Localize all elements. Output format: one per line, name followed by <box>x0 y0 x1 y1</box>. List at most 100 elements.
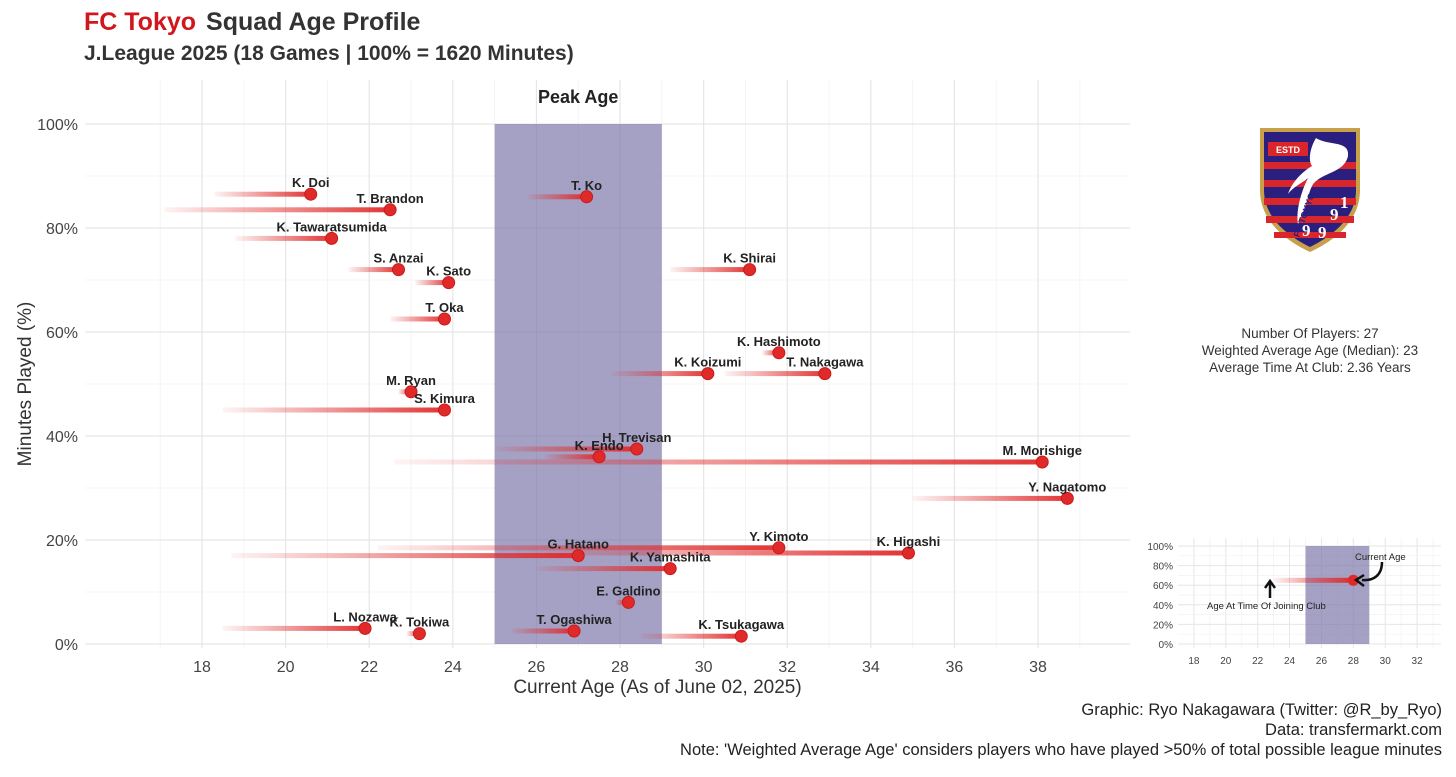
inset-x-tick-label: 32 <box>1412 656 1424 667</box>
time-at-club-trail <box>235 235 332 241</box>
inset-y-tick-label: 60% <box>1153 581 1173 592</box>
player-point <box>304 187 318 201</box>
x-tick-label: 34 <box>862 659 880 676</box>
time-at-club-trail <box>222 407 445 413</box>
x-tick-label: 38 <box>1029 659 1047 676</box>
x-axis-title: Current Age (As of June 02, 2025) <box>513 677 801 698</box>
joined-arrowhead <box>1263 578 1277 589</box>
y-tick-label: 20% <box>46 533 78 550</box>
crest-estd: ESTD <box>1276 145 1301 155</box>
inset-x-tick-label: 28 <box>1348 656 1360 667</box>
player-point <box>567 624 581 638</box>
time-at-club-trail <box>390 316 445 322</box>
x-tick-label: 24 <box>444 659 462 676</box>
time-at-club-trail <box>762 350 779 356</box>
player-point <box>743 263 757 277</box>
y-tick-label: 80% <box>46 221 78 238</box>
time-at-club-trail <box>912 495 1068 501</box>
inset-point <box>1347 574 1359 586</box>
player-label: T. Ko <box>571 178 602 193</box>
time-at-club-trail <box>222 625 366 631</box>
crest-digit-2: 9 <box>1330 205 1339 224</box>
inset-x-tick-label: 26 <box>1316 656 1328 667</box>
squad-stats: Number Of Players: 27 Weighted Average A… <box>1170 325 1450 376</box>
x-tick-label: 32 <box>778 659 796 676</box>
player-point <box>571 549 585 563</box>
inset-y-tick-label: 100% <box>1147 542 1173 553</box>
player-point <box>734 629 748 643</box>
time-at-club-trail <box>511 628 575 634</box>
chart-subtitle: J.League 2025 (18 Games | 100% = 1620 Mi… <box>84 42 574 65</box>
stat-weighted-average-age: Weighted Average Age (Median): 23 <box>1201 343 1419 358</box>
inset-current-age-label: Current Age <box>1355 552 1406 563</box>
credit-data: Data: transfermarkt.com <box>1265 721 1442 739</box>
player-label: K. Koizumi <box>674 355 741 370</box>
inset-x-tick-label: 30 <box>1380 656 1392 667</box>
x-tick-label: 28 <box>611 659 629 676</box>
player-point <box>772 541 786 555</box>
player-point <box>383 203 397 217</box>
time-at-club-trail <box>231 553 579 559</box>
time-at-club-trail <box>528 194 587 200</box>
inset-y-tick-label: 20% <box>1153 620 1173 631</box>
inset-trail <box>1273 577 1354 583</box>
inset-panel <box>1178 538 1441 648</box>
x-tick-label: 26 <box>528 659 546 676</box>
time-at-club-trail <box>515 550 909 556</box>
player-label: M. Morishige <box>1002 443 1081 458</box>
time-at-club-trail <box>640 633 742 639</box>
chart-title: FC Tokyo Squad Age Profile <box>84 8 420 37</box>
player-label: T. Brandon <box>357 191 424 206</box>
player-point <box>901 546 915 560</box>
inset-y-tick-label: 0% <box>1159 640 1174 651</box>
player-label: Y. Nagatomo <box>1028 479 1106 494</box>
y-tick-label: 100% <box>37 117 78 134</box>
player-label: K. Higashi <box>877 534 941 549</box>
peak-age-label: Peak Age <box>538 87 618 107</box>
time-at-club-trail <box>670 267 750 273</box>
player-label: S. Kimura <box>414 391 475 406</box>
y-axis-title: Minutes Played (%) <box>15 302 36 467</box>
player-label: K. Yamashita <box>630 550 711 565</box>
player-label: T. Nakagawa <box>786 355 864 370</box>
player-label: Y. Kimoto <box>749 529 808 544</box>
player-point <box>412 627 426 641</box>
player-label: M. Ryan <box>386 373 436 388</box>
crest-name: FC TOKYO <box>1292 191 1317 238</box>
crest-digit-3: 9 <box>1302 221 1311 240</box>
credit-note: Note: 'Weighted Average Age' considers p… <box>680 741 1442 759</box>
player-label: S. Anzai <box>373 251 423 266</box>
time-at-club-trail <box>164 207 391 213</box>
player-point <box>580 190 594 204</box>
title-text: Squad Age Profile <box>206 8 421 36</box>
crest-digit-4: 9 <box>1318 223 1327 242</box>
player-point <box>325 231 339 245</box>
inset-y-tick-label: 40% <box>1153 601 1173 612</box>
player-label: L. Nozawa <box>333 609 397 624</box>
x-tick-label: 18 <box>193 659 211 676</box>
time-at-club-trail <box>536 566 671 572</box>
x-tick-label: 30 <box>695 659 713 676</box>
player-point <box>437 312 451 326</box>
player-point <box>621 595 635 609</box>
inset-x-tick-label: 20 <box>1220 656 1232 667</box>
player-point <box>442 276 456 290</box>
player-point <box>1060 491 1074 505</box>
y-tick-label: 40% <box>46 429 78 446</box>
peak-age-band <box>494 124 662 644</box>
x-tick-label: 22 <box>360 659 378 676</box>
credits: Graphic: Ryo Nakagawara (Twitter: @R_by_… <box>680 700 1442 760</box>
time-at-club-trail <box>348 267 399 273</box>
current-age-arrowhead <box>1353 573 1365 587</box>
main-chart: Peak Age K. Doi T. Brandon K. Tawaratsumid… <box>15 80 1130 698</box>
time-at-club-trail <box>214 191 311 197</box>
stat-number-of-players: Number Of Players: 27 <box>1241 326 1379 341</box>
time-at-club-trail <box>415 280 449 286</box>
player-label: H. Trevisan <box>602 430 671 445</box>
x-tick-label: 20 <box>277 659 295 676</box>
inset-x-tick-label: 22 <box>1252 656 1264 667</box>
player-label: K. Doi <box>292 175 330 190</box>
player-label: T. Oka <box>425 300 464 315</box>
y-tick-label: 0% <box>55 637 78 654</box>
player-label: K. Tawaratsumida <box>276 219 387 234</box>
